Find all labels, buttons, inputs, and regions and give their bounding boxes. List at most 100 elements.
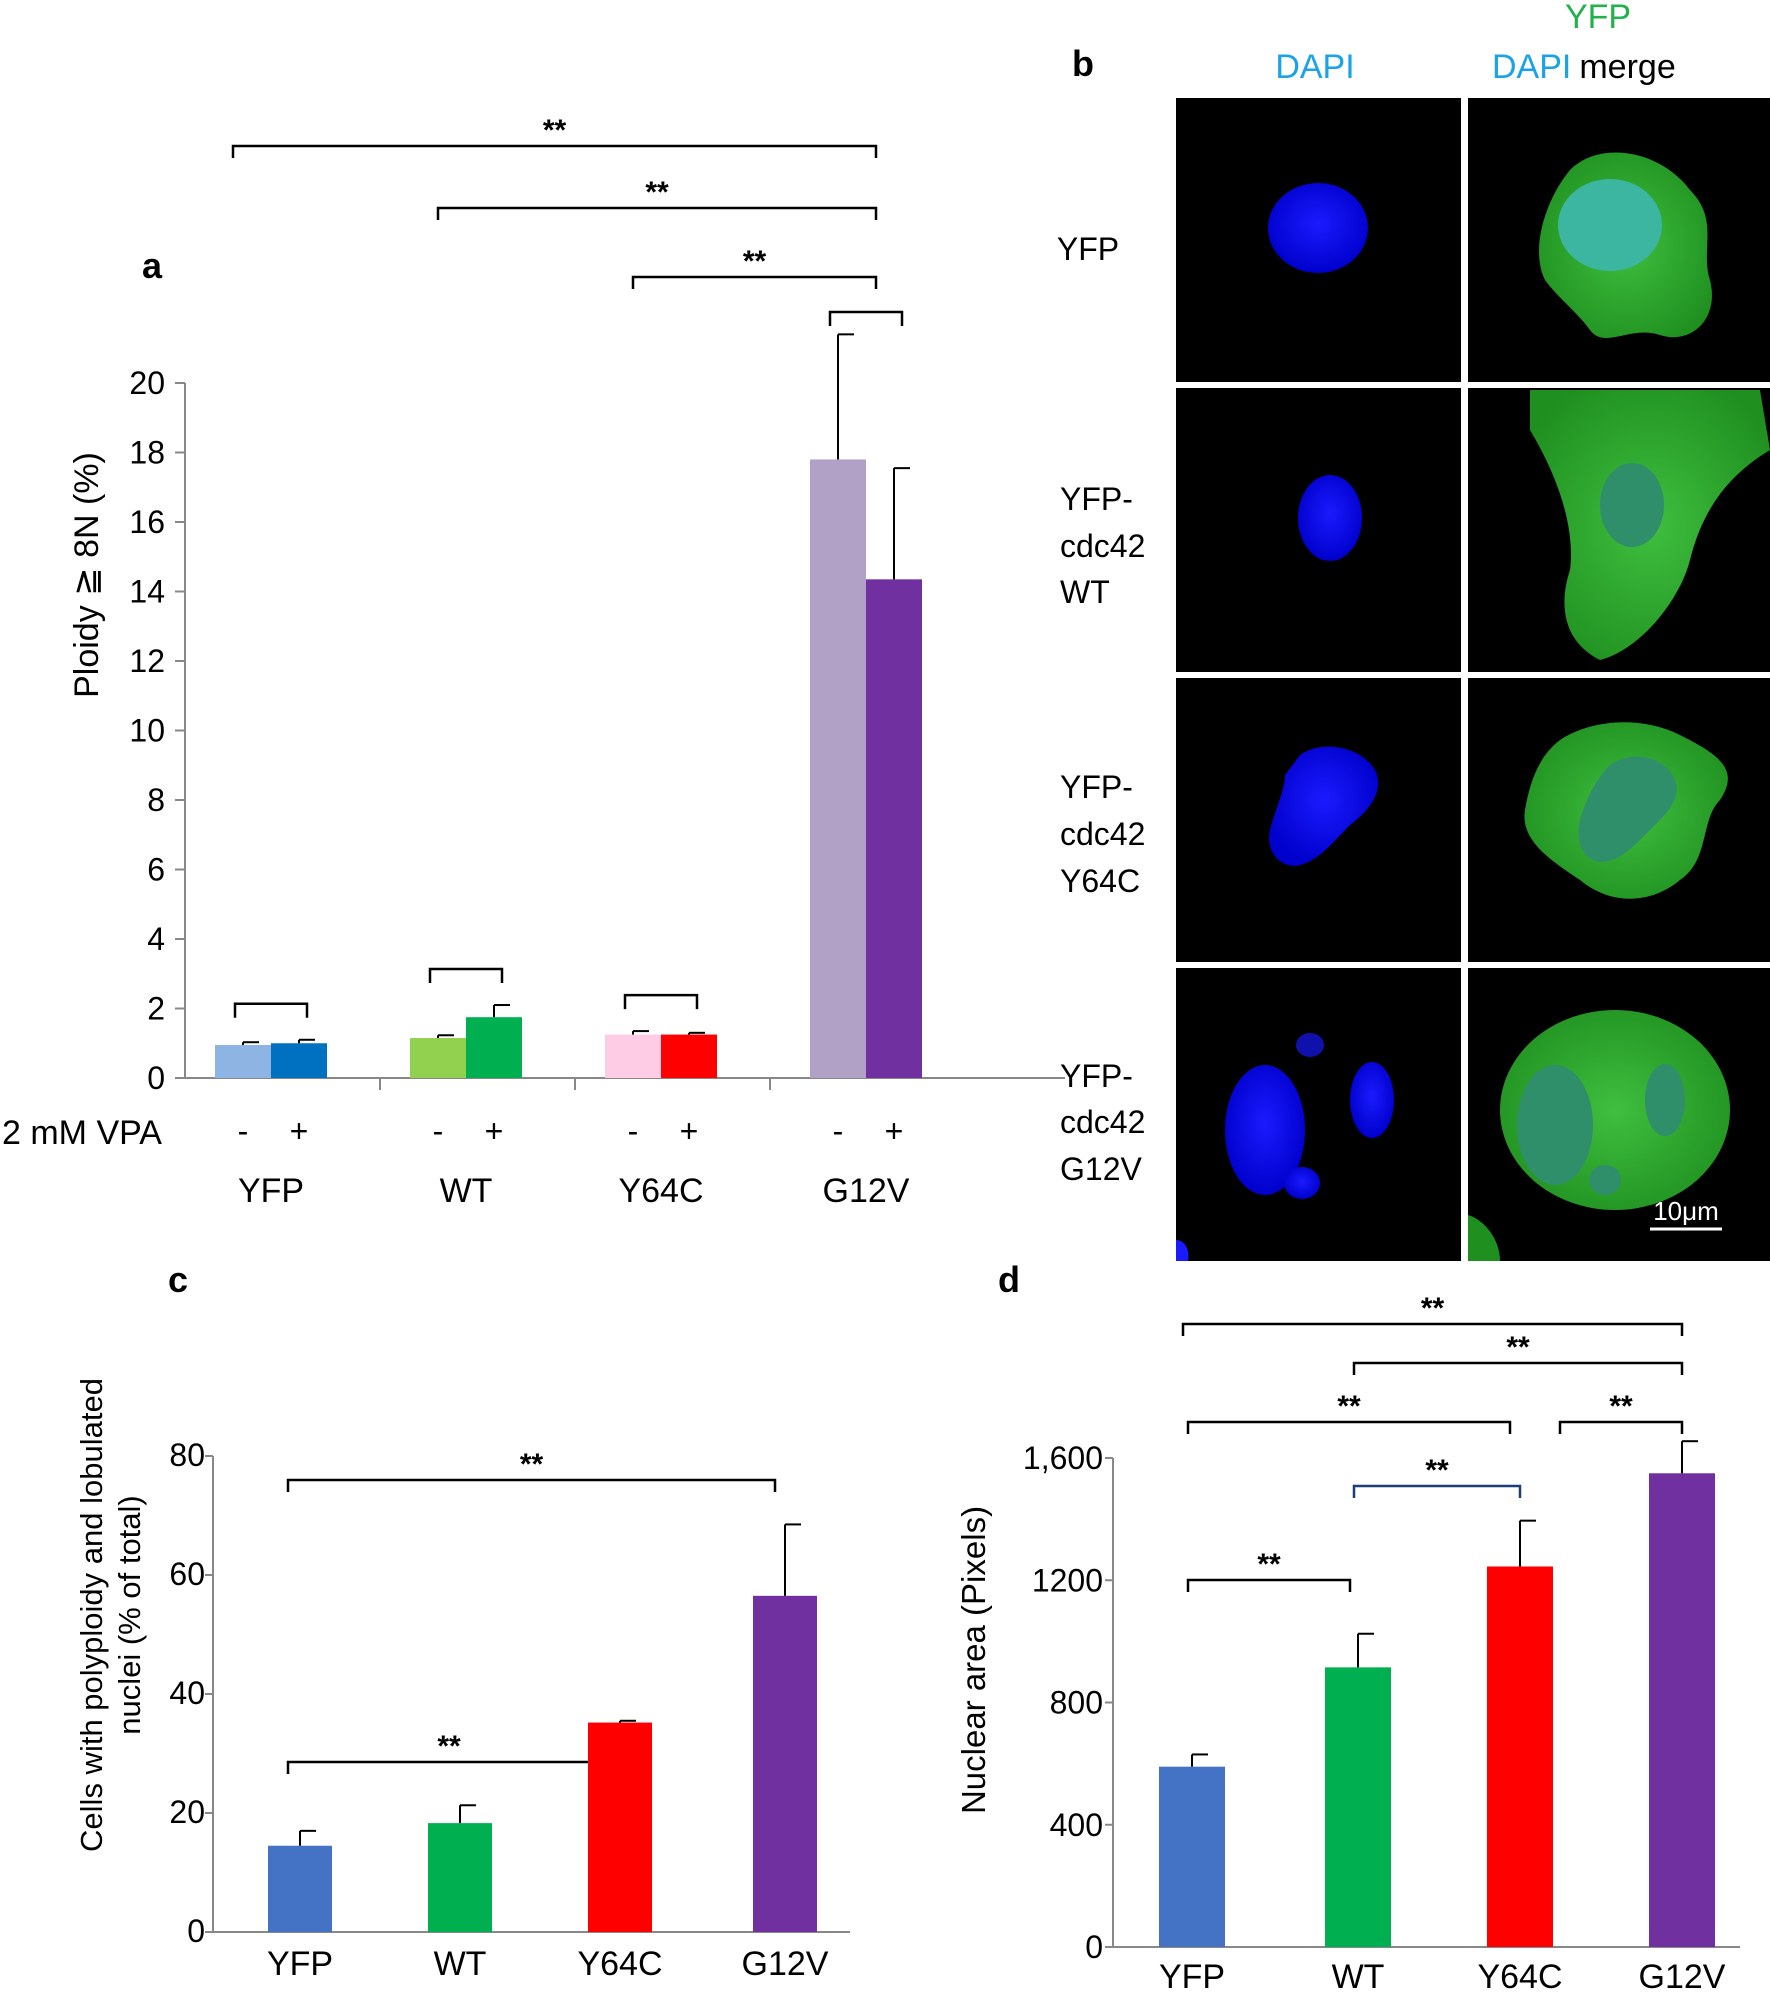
panel-a-y-tick-label: 12 (129, 643, 165, 679)
panel-d-sig-yfp-g12v-label: ** (1421, 1292, 1445, 1325)
micrograph-g12v-merge-nucleus-2 (1645, 1064, 1685, 1136)
micrograph-y64c-merge-nucleus (1578, 756, 1677, 862)
panel-a-group-yfp-bracket (233, 1002, 309, 1018)
row-label-yfp-line1: YFP (1057, 231, 1119, 267)
panel-a-sig-yfp-g12v-bracket (231, 144, 878, 158)
panel-c-y-tick-label: 20 (169, 1794, 205, 1830)
panel-a-y-tick-label: 8 (147, 782, 165, 818)
panel-a-bar-y64c-plus (661, 1034, 717, 1078)
panel-d-bars (1159, 1440, 1715, 1947)
panel-d-x-label-y64c: Y64C (1477, 1958, 1562, 1992)
panel-a-bar-wt-plus-treatment-label: + (485, 1113, 504, 1149)
panel-c-y-tick-label: 40 (169, 1675, 205, 1711)
micrograph-wt-dapi-nucleus (1298, 475, 1362, 561)
panel-c-x-label-g12v: G12V (742, 1945, 829, 1983)
panel-c-x-label-wt: WT (434, 1945, 487, 1983)
panel-c-sig-yfp-g12v-label: ** (520, 1448, 544, 1481)
panel-d-sig-y64c-g12v-bracket (1558, 1420, 1684, 1434)
panel-d-y-tick-label: 800 (1050, 1685, 1103, 1721)
panel-a-bar-g12v-minus-treatment-label: - (833, 1113, 844, 1149)
panel-d-x-label-yfp: YFP (1159, 1958, 1225, 1992)
panel-c-significance: ** ** (286, 1448, 777, 1774)
panel-c-sig-yfp-y64c-bracket (286, 1760, 612, 1774)
panel-d-sig-wt-y64c-label: ** (1425, 1454, 1449, 1487)
panel-d-bar-yfp (1159, 1766, 1225, 1947)
panel-a-y-tick-label: 6 (147, 852, 165, 888)
micrograph-g12v-dapi-nucleus-4 (1296, 1033, 1324, 1057)
panel-d-sig-y64c-g12v-label: ** (1609, 1390, 1633, 1423)
micrograph-wt-merge-nucleus (1600, 463, 1664, 547)
row-label-g12v-line3: G12V (1060, 1151, 1142, 1187)
panel-a-treatment-label: 2 mM VPA (2, 1114, 162, 1152)
panel-c-y-tick-label: 60 (169, 1556, 205, 1592)
panel-c-x-label-yfp: YFP (267, 1945, 333, 1983)
row-label-y64c-line3: Y64C (1060, 863, 1140, 899)
panel-d-y-tick-label: 1,600 (1023, 1440, 1103, 1476)
panel-a-y-axis-label: Ploidy ≧ 8N (%) (68, 452, 106, 698)
col-header-merge-dapi: DAPI merge (1492, 48, 1676, 86)
panel-a-y-tick-label: 0 (147, 1060, 165, 1096)
panel-c-x-labels: YFP WT Y64C G12V (267, 1945, 829, 1983)
panel-d-sig-wt-g12v-label: ** (1506, 1331, 1530, 1364)
panel-a: a ** ** ** 0 2 4 6 8 10 12 14 16 18 20 Ploidy ≧ 8N (… (2, 114, 1065, 1210)
panel-c: c ** ** 0 20 40 60 80 Cells with polyploidy a… (74, 1259, 850, 1983)
micrograph-g12v-merge-nucleus-3 (1589, 1165, 1621, 1195)
panel-a-sig-wt-g12v-bracket (436, 206, 878, 220)
panel-a-y-tick-label: 10 (129, 713, 165, 749)
panel-a-bar-yfp-minus (215, 1044, 271, 1078)
panel-a-x-label-g12v: G12V (823, 1172, 910, 1210)
row-label-wt-line2: cdc42 (1060, 528, 1145, 564)
panel-c-sig-yfp-g12v-bracket (286, 1478, 777, 1492)
panel-a-axes: 0 2 4 6 8 10 12 14 16 18 20 (129, 365, 1065, 1096)
panel-a-bar-yfp-plus (271, 1043, 327, 1078)
panel-d-y-tick-label: 0 (1085, 1929, 1103, 1965)
panel-a-y-tick-label: 20 (129, 365, 165, 401)
panel-d-bar-g12v (1649, 1473, 1715, 1947)
micrograph-g12v-dapi-edge (1176, 1240, 1189, 1261)
panel-c-y-tick-label: 80 (169, 1437, 205, 1473)
panel-d-sig-yfp-y64c-bracket (1186, 1420, 1512, 1434)
panel-c-bar-wt (428, 1823, 492, 1932)
panel-d-sig-yfp-y64c-label: ** (1337, 1390, 1361, 1423)
row-label-g12v-line1: YFP- (1060, 1058, 1133, 1094)
panel-a-group-wt-bracket (428, 967, 504, 984)
panel-d-bar-y64c (1487, 1566, 1553, 1947)
micrograph-g12v-dapi-nucleus-2 (1350, 1062, 1394, 1138)
micrograph-yfp-merge-nucleus (1558, 179, 1662, 271)
panel-c-y-axis-label-line2: nuclei (% of total) (112, 1495, 147, 1735)
row-label-wt-line1: YFP- (1060, 481, 1133, 517)
panel-d-label: d (998, 1259, 1020, 1300)
panel-c-x-label-y64c: Y64C (577, 1945, 662, 1983)
panel-c-bars (268, 1523, 817, 1932)
panel-c-y-axis-label-line1: Cells with polyploidy and lobulated (74, 1378, 109, 1852)
row-label-yfp: YFP (1057, 231, 1119, 267)
panel-c-sig-yfp-y64c-label: ** (437, 1730, 461, 1763)
panel-a-y-tick-label: 18 (129, 435, 165, 471)
col-header-yfp: YFP (1565, 0, 1631, 36)
panel-c-label: c (168, 1259, 188, 1300)
panel-a-bar-wt-minus-treatment-label: - (433, 1113, 444, 1149)
panel-a-y-tick-label: 14 (129, 574, 165, 610)
panel-a-y-tick-label: 4 (147, 921, 165, 957)
row-label-wt: YFP- cdc42 WT (1060, 481, 1154, 610)
row-label-wt-line3: WT (1060, 574, 1110, 610)
panel-a-bars (215, 333, 922, 1078)
panel-a-sig-yfp-g12v-label: ** (543, 114, 567, 147)
panel-a-x-label-yfp: YFP (238, 1172, 304, 1210)
row-label-y64c-line2: cdc42 (1060, 816, 1145, 852)
micrograph-g12v-merge-edge (1468, 1215, 1500, 1261)
panel-a-y-tick-label: 16 (129, 504, 165, 540)
panel-d-x-labels: YFP WT Y64C G12V (1159, 1958, 1726, 1992)
col-header-dapi: DAPI (1275, 48, 1354, 86)
panel-c-y-tick-label: 0 (187, 1913, 205, 1949)
panel-a-bar-y64c-minus-treatment-label: - (628, 1113, 639, 1149)
panel-d-sig-wt-y64c-bracket (1352, 1484, 1522, 1498)
row-label-g12v: YFP- cdc42 G12V (1060, 1058, 1154, 1187)
panel-a-bar-y64c-plus-treatment-label: + (680, 1113, 699, 1149)
panel-a-x-label-wt: WT (440, 1172, 493, 1210)
panel-d-y-tick-label: 1200 (1032, 1562, 1103, 1598)
panel-d-y-tick-label: 400 (1050, 1807, 1103, 1843)
panel-a-x-label-y64c: Y64C (618, 1172, 703, 1210)
panel-d-bar-wt (1325, 1667, 1391, 1947)
panel-a-bar-y64c-minus (605, 1034, 661, 1078)
